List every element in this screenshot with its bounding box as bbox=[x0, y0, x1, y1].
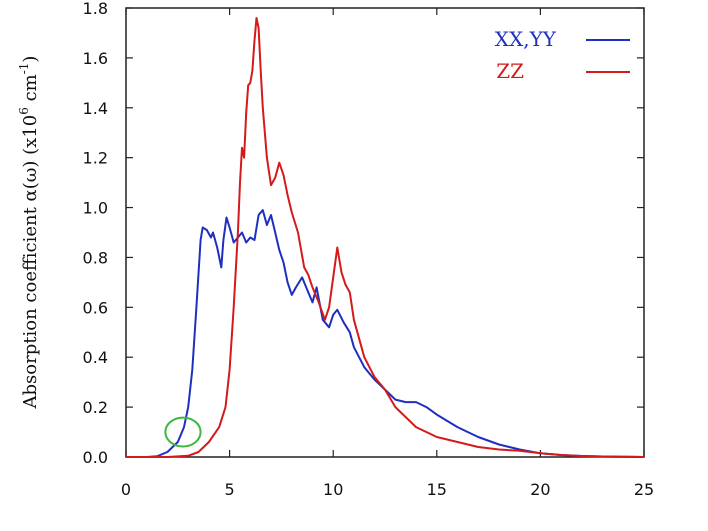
legend: XX,YY ZZ bbox=[495, 27, 630, 83]
y-tick-label: 1.2 bbox=[83, 149, 108, 168]
x-tick-label: 25 bbox=[634, 480, 654, 499]
y-axis-title-main: Absorption coefficient α(ω) (x10 bbox=[20, 115, 41, 410]
highlight-ellipse bbox=[164, 416, 202, 448]
legend-label-xx-yy: XX,YY bbox=[495, 27, 557, 51]
annotations bbox=[164, 416, 202, 448]
y-tick-label: 0.6 bbox=[83, 298, 108, 317]
x-tick-label: 0 bbox=[121, 480, 131, 499]
y-tick-label: 0.8 bbox=[83, 248, 108, 267]
series-line-zz bbox=[126, 17, 645, 458]
x-tick-label: 5 bbox=[225, 480, 235, 499]
y-tick-label: 0.4 bbox=[83, 348, 108, 367]
plot-frame bbox=[125, 7, 645, 458]
y-axis-title-sup2: -1 bbox=[17, 63, 31, 75]
legend-label-zz: ZZ bbox=[496, 59, 524, 83]
y-axis-title-sup1: 6 bbox=[17, 107, 31, 115]
y-tick-label: 1.0 bbox=[83, 199, 108, 218]
y-tick-label: 0.0 bbox=[83, 448, 108, 467]
series-group bbox=[126, 17, 645, 458]
y-axis-title: Absorption coefficient α(ω) (x106 cm-1) bbox=[17, 56, 41, 410]
series-line-xx-yy bbox=[126, 209, 645, 458]
y-axis-title-mid: cm bbox=[20, 74, 41, 107]
x-tick-label: 15 bbox=[427, 480, 447, 499]
y-tick-label: 1.4 bbox=[83, 99, 108, 118]
axes: 0 5 10 15 20 25 0.0 0.2 0.4 0.6 0.8 1.0 1.2 1.4 1.6 1.8 bbox=[83, 0, 655, 499]
y-tick-label: 1.6 bbox=[83, 49, 108, 68]
y-tick-label: 1.8 bbox=[83, 0, 108, 18]
y-tick-label: 0.2 bbox=[83, 398, 108, 417]
x-tick-label: 10 bbox=[323, 480, 343, 499]
x-tick-label: 20 bbox=[530, 480, 550, 499]
y-axis-title-end: ) bbox=[20, 56, 41, 63]
